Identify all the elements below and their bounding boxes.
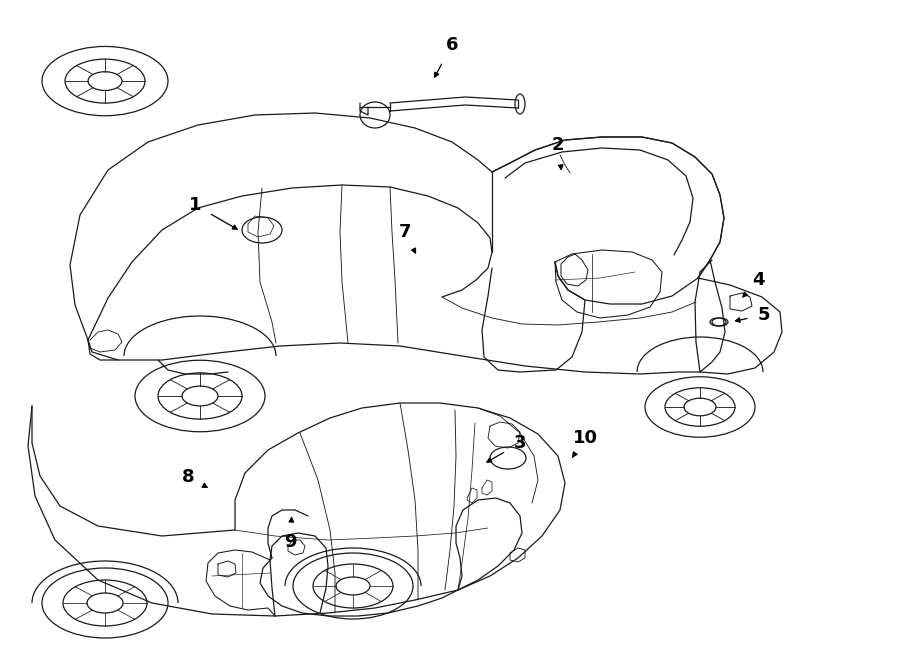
Text: 7: 7	[399, 223, 416, 253]
Text: 10: 10	[572, 429, 598, 457]
Text: 1: 1	[189, 196, 238, 229]
Text: 9: 9	[284, 518, 296, 551]
Text: 5: 5	[735, 306, 770, 324]
Text: 2: 2	[552, 136, 564, 169]
Text: 8: 8	[182, 468, 207, 487]
Text: 4: 4	[742, 271, 764, 297]
Text: 6: 6	[435, 36, 458, 77]
Text: 3: 3	[487, 434, 526, 462]
